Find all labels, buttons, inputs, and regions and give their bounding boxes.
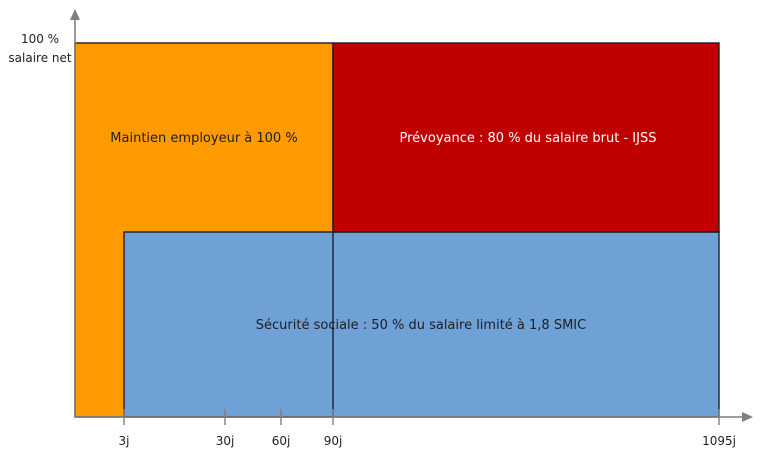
x-axis-tick-label-90j: 90j — [324, 434, 343, 448]
provident-region-label: Prévoyance : 80 % du salaire brut - IJSS — [400, 131, 657, 146]
employer-region-label: Maintien employeur à 100 % — [110, 131, 297, 146]
x-axis-arrowhead — [742, 412, 753, 422]
y-axis-arrowhead — [70, 9, 80, 20]
x-axis-tick-label-1095j: 1095j — [702, 434, 736, 448]
y-axis-label-line-1: 100 % — [21, 32, 59, 46]
x-axis-tick-label-3j: 3j — [119, 434, 130, 448]
x-axis-tick-label-60j: 60j — [272, 434, 291, 448]
social-security-region-label: Sécurité sociale : 50 % du salaire limit… — [256, 318, 586, 333]
provident-region — [333, 43, 719, 232]
social-security-region — [124, 232, 719, 417]
x-axis-tick-label-30j: 30j — [216, 434, 235, 448]
y-axis-label-line-2: salaire net — [8, 51, 71, 65]
